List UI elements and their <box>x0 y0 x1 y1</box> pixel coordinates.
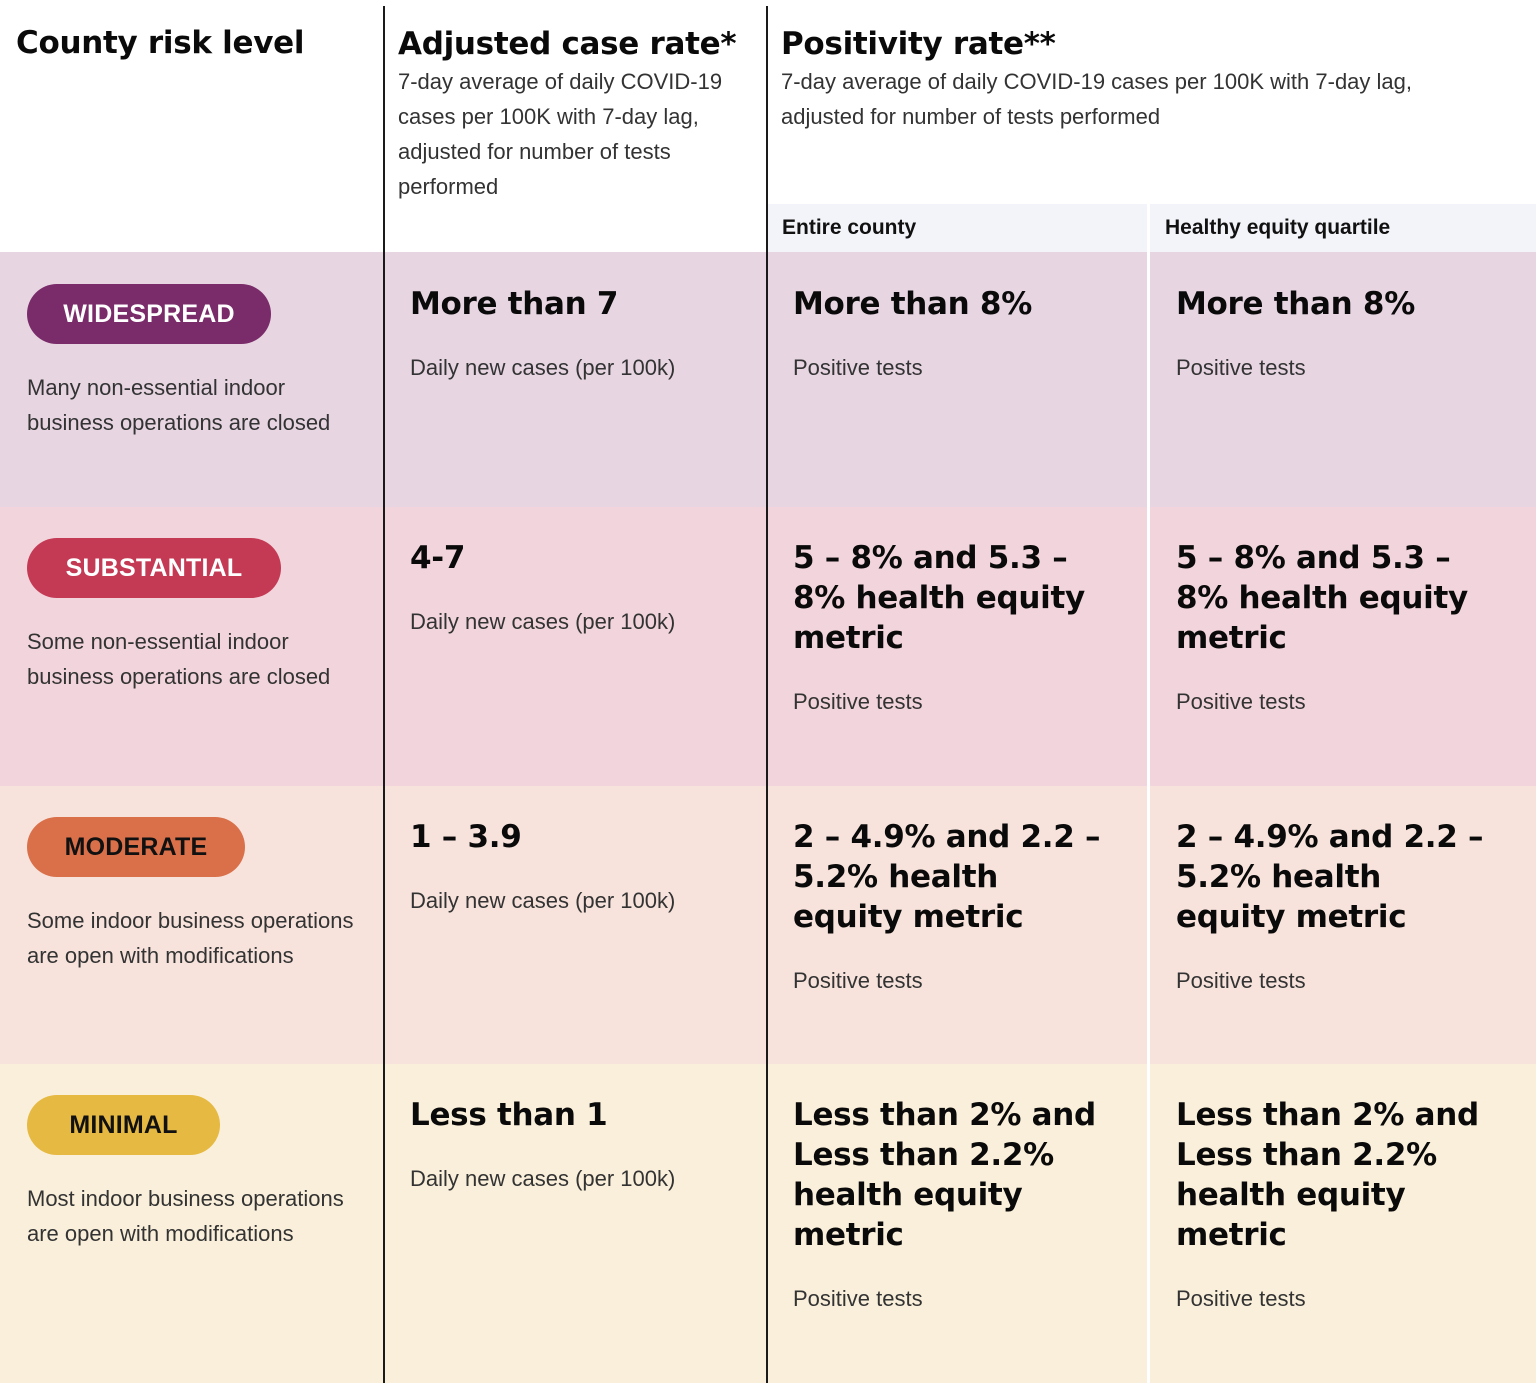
moderate-case-rate-label: Daily new cases (per 100k) <box>410 888 676 913</box>
moderate-entire-county-label: Positive tests <box>793 968 923 993</box>
widespread-description: Many non-essential indoor business opera… <box>27 375 331 435</box>
widespread-case-rate-label: Daily new cases (per 100k) <box>410 355 676 380</box>
subheader-entire-county: Entire county <box>782 216 917 239</box>
subheader-health-equity-quartile: Healthy equity quartile <box>1165 216 1391 239</box>
widespread-badge: WIDESPREAD <box>27 284 271 344</box>
row-band-moderate <box>0 786 1536 1064</box>
subheader-bar <box>768 204 1536 252</box>
positivity-rate-description: 7-day average of daily COVID-19 cases pe… <box>781 69 1412 129</box>
widespread-entire-county-label: Positive tests <box>793 355 923 380</box>
substantial-badge: SUBSTANTIAL <box>27 538 281 598</box>
widespread-equity-label: Positive tests <box>1176 355 1306 380</box>
moderate-equity-value: 2 – 4.9% and 2.2 – 5.2% health equity me… <box>1176 819 1484 935</box>
moderate-entire-county-value: 2 – 4.9% and 2.2 – 5.2% health equity me… <box>793 819 1101 935</box>
minimal-case-rate-value: Less than 1 <box>410 1097 608 1133</box>
minimal-equity-label: Positive tests <box>1176 1286 1306 1311</box>
case-rate-description: 7-day average of daily COVID-19 cases pe… <box>398 69 723 199</box>
substantial-case-rate-value: 4-7 <box>410 540 466 576</box>
moderate-case-rate-value: 1 – 3.9 <box>410 819 522 855</box>
minimal-entire-county-value: Less than 2% and Less than 2.2% health e… <box>793 1097 1096 1253</box>
substantial-case-rate-label: Daily new cases (per 100k) <box>410 609 676 634</box>
widespread-case-rate-value: More than 7 <box>410 286 619 322</box>
moderate-equity-label: Positive tests <box>1176 968 1306 993</box>
substantial-equity-label: Positive tests <box>1176 689 1306 714</box>
minimal-description: Most indoor business operations are open… <box>27 1186 344 1246</box>
minimal-equity-value: Less than 2% and Less than 2.2% health e… <box>1176 1097 1479 1253</box>
moderate-description: Some indoor business operations are open… <box>27 908 354 968</box>
column-divider-2 <box>766 6 768 1383</box>
row-band-minimal <box>0 1064 1536 1383</box>
column-divider-1 <box>383 6 385 1383</box>
moderate-badge: MODERATE <box>27 817 245 877</box>
substantial-entire-county-value: 5 – 8% and 5.3 – 8% health equity metric <box>793 540 1085 656</box>
substantial-equity-value: 5 – 8% and 5.3 – 8% health equity metric <box>1176 540 1468 656</box>
column-gap-3 <box>1147 204 1150 1383</box>
positivity-rate-header: Positivity rate** <box>781 26 1056 62</box>
minimal-entire-county-label: Positive tests <box>793 1286 923 1311</box>
widespread-equity-value: More than 8% <box>1176 286 1415 322</box>
risk-level-header: County risk level <box>16 25 305 61</box>
substantial-description: Some non-essential indoor business opera… <box>27 629 331 689</box>
minimal-badge: MINIMAL <box>27 1095 220 1155</box>
case-rate-header: Adjusted case rate* <box>398 26 737 62</box>
widespread-entire-county-value: More than 8% <box>793 286 1032 322</box>
substantial-entire-county-label: Positive tests <box>793 689 923 714</box>
minimal-case-rate-label: Daily new cases (per 100k) <box>410 1166 676 1191</box>
